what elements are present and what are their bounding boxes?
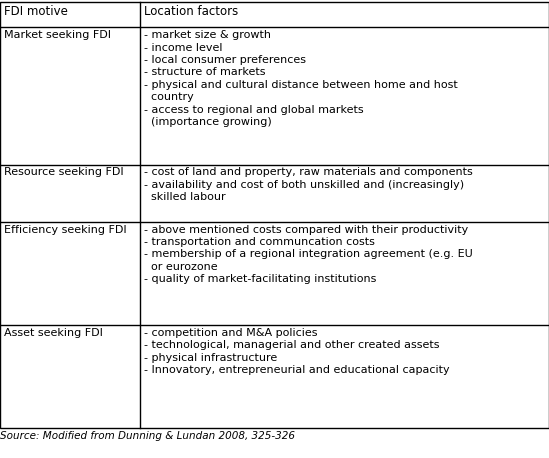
Text: Efficiency seeking FDI: Efficiency seeking FDI xyxy=(4,224,127,234)
Text: - cost of land and property, raw materials and components
- availability and cos: - cost of land and property, raw materia… xyxy=(144,167,473,202)
Text: FDI motive: FDI motive xyxy=(4,5,68,18)
Text: - market size & growth
- income level
- local consumer preferences
- structure o: - market size & growth - income level - … xyxy=(144,30,458,127)
Text: Asset seeking FDI: Asset seeking FDI xyxy=(4,328,103,338)
Text: Market seeking FDI: Market seeking FDI xyxy=(4,30,111,40)
Text: Resource seeking FDI: Resource seeking FDI xyxy=(4,167,124,177)
Text: Source: Modified from Dunning & Lundan 2008, 325-326: Source: Modified from Dunning & Lundan 2… xyxy=(0,431,295,441)
Text: Location factors: Location factors xyxy=(144,5,239,18)
Text: - above mentioned costs compared with their productivity
- transportation and co: - above mentioned costs compared with th… xyxy=(144,224,473,284)
Text: - competition and M&A policies
- technological, managerial and other created ass: - competition and M&A policies - technol… xyxy=(144,328,450,375)
